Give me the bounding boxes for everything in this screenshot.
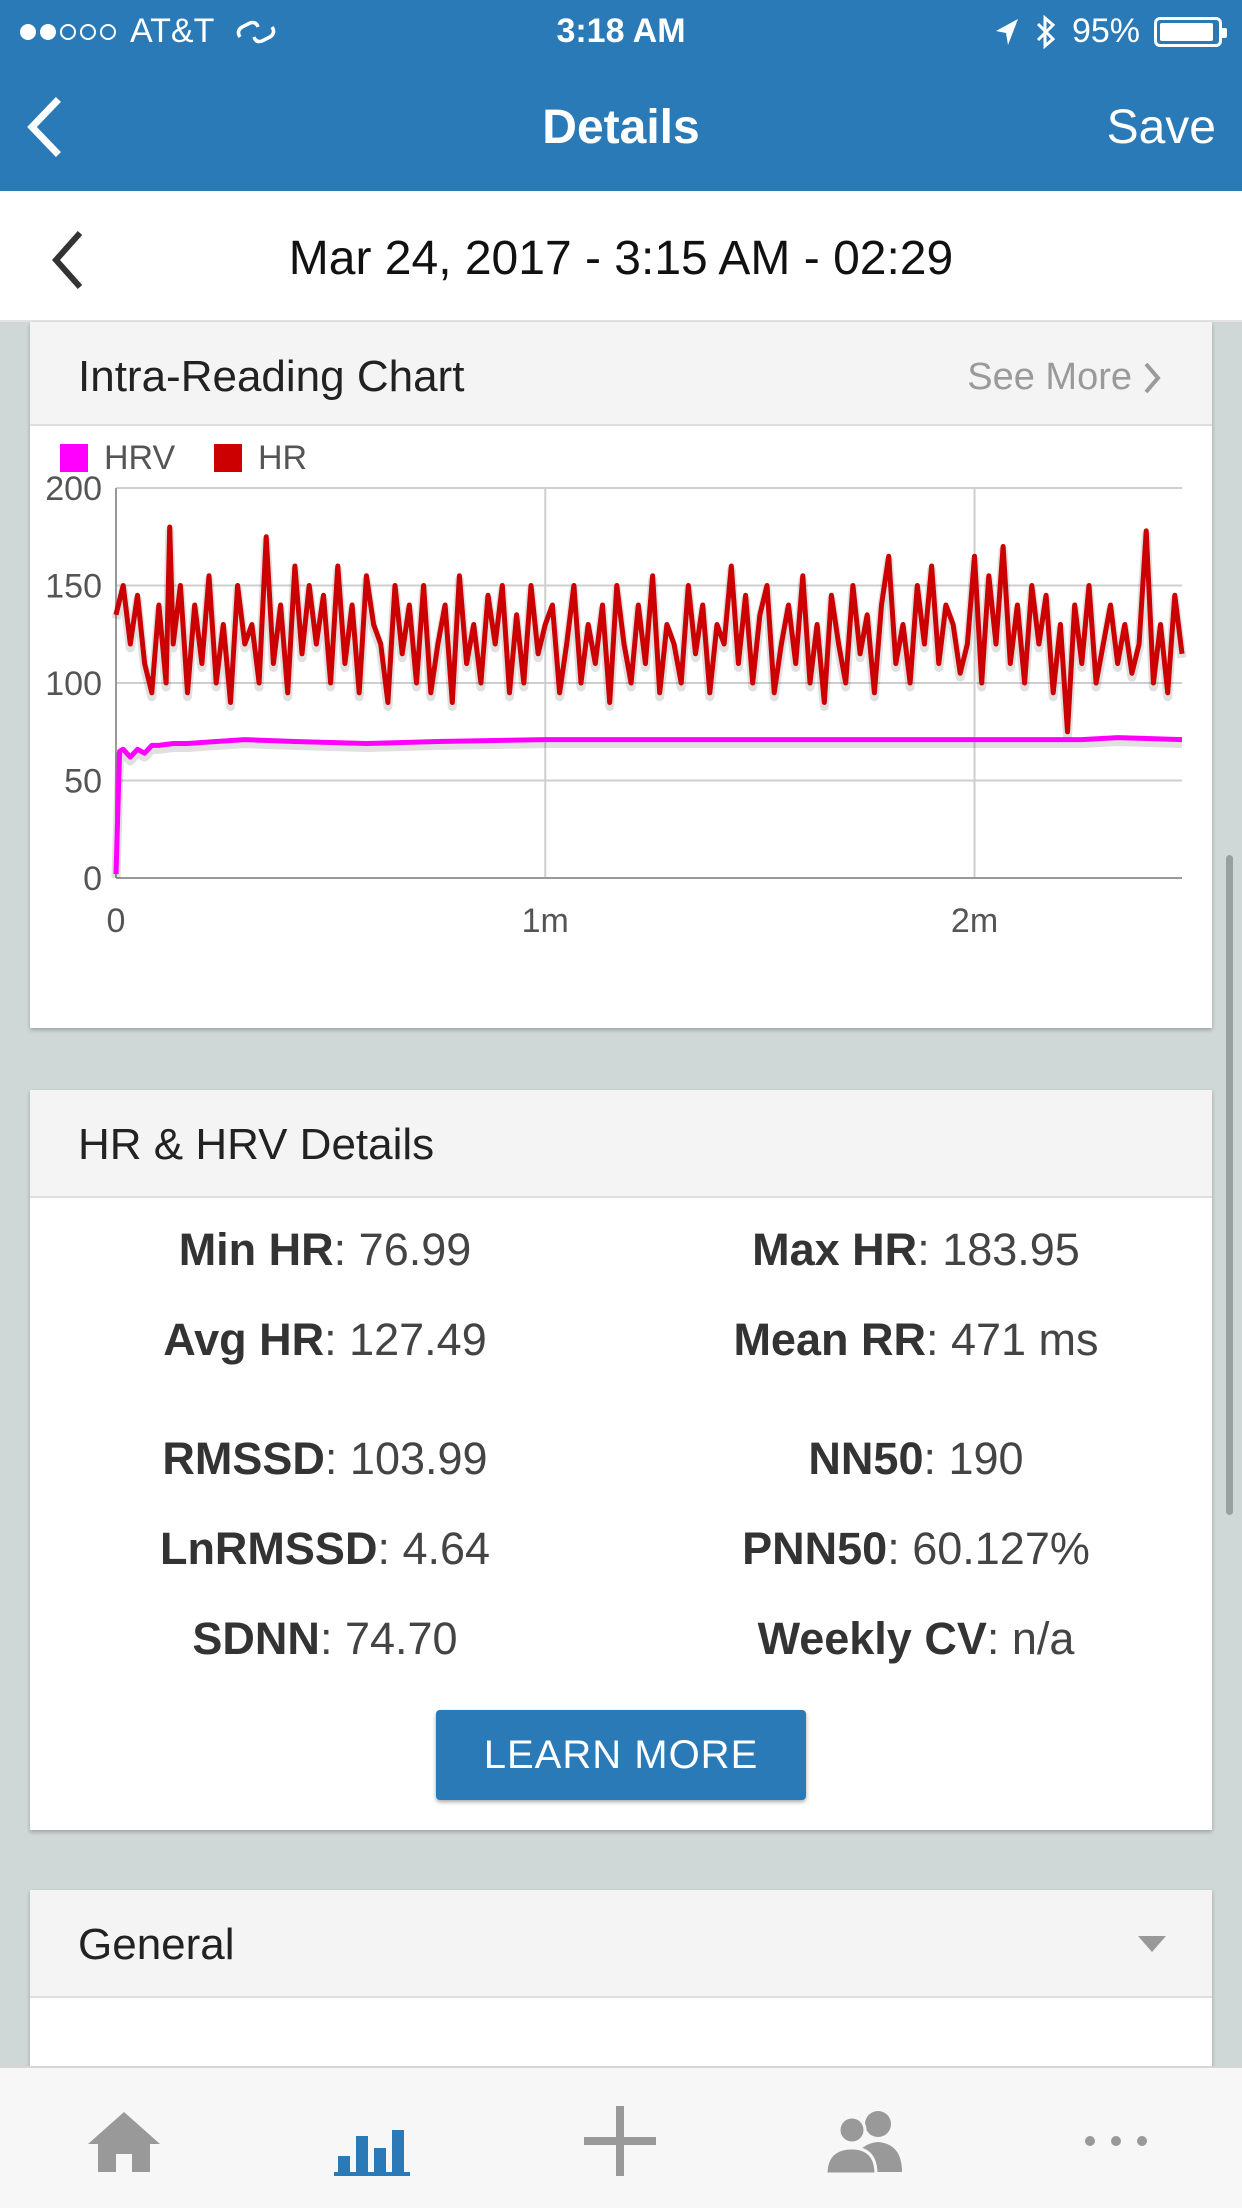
stat-label: SDNN — [192, 1613, 320, 1664]
intra-reading-chart-card: Intra-Reading Chart See More HRV HR 0 50 100… — [30, 322, 1212, 1028]
status-time: 3:18 AM — [556, 12, 686, 50]
stat-value: : 190 — [923, 1433, 1024, 1484]
stat-value: : 471 ms — [925, 1314, 1099, 1365]
stat-max-hr: Max HR: 183.95 — [620, 1224, 1212, 1276]
intra-reading-chart: HRV HR 0 50 100 150 200 0 1m 2m — [45, 439, 1187, 940]
stat-value: : 76.99 — [333, 1224, 472, 1275]
details-card-header: HR & HRV Details — [30, 1090, 1212, 1198]
reading-date-bar: Mar 24, 2017 - 3:15 AM - 02:29 — [0, 191, 1242, 322]
back-chevron-icon[interactable] — [18, 92, 78, 162]
scrollbar[interactable] — [1226, 855, 1233, 1515]
save-button[interactable]: Save — [1106, 101, 1216, 154]
page-title: Details — [542, 101, 700, 154]
tab-bar — [0, 2066, 1242, 2208]
reading-date: Mar 24, 2017 - 3:15 AM - 02:29 — [288, 232, 954, 285]
stat-value: : 127.49 — [324, 1314, 487, 1365]
general-card-title: General — [78, 1920, 235, 1969]
stat-avg-hr: Avg HR: 127.49 — [30, 1314, 620, 1366]
chart-card-header: Intra-Reading Chart See More — [30, 322, 1212, 426]
stat-label: Min HR — [178, 1224, 334, 1275]
learn-more-button[interactable]: LEARN MORE — [436, 1710, 806, 1800]
y-tick-label: 150 — [45, 568, 102, 606]
stat-label: PNN50 — [742, 1523, 888, 1574]
see-more-link[interactable]: See More — [967, 356, 1162, 399]
see-more-label: See More — [967, 356, 1132, 398]
series-shadow — [111, 737, 1183, 879]
y-tick-label: 100 — [45, 665, 102, 703]
dropdown-caret-icon — [1138, 1936, 1166, 1952]
x-tick-label: 1m — [522, 902, 569, 940]
link-icon — [237, 20, 276, 43]
chevron-right-icon — [1144, 362, 1161, 393]
battery-icon — [1154, 16, 1227, 47]
stat-value: : 4.64 — [377, 1523, 491, 1574]
stat-value: : 60.127% — [887, 1523, 1090, 1574]
nav-bar: Details Save — [0, 62, 1242, 191]
people-icon[interactable] — [818, 2106, 918, 2176]
stat-label: Avg HR — [163, 1314, 325, 1365]
battery-percent: 95% — [1071, 12, 1140, 50]
y-tick-label: 50 — [64, 763, 102, 801]
chart-card-title: Intra-Reading Chart — [78, 352, 465, 401]
stat-value: : 183.95 — [917, 1224, 1080, 1275]
stat-min-hr: Min HR: 76.99 — [30, 1224, 620, 1276]
series-line-hr — [113, 524, 1185, 735]
stat-value: : n/a — [986, 1613, 1075, 1664]
previous-reading-chevron-icon[interactable] — [44, 225, 94, 295]
details-card-title: HR & HRV Details — [78, 1120, 435, 1169]
stat-lnrmssd: LnRMSSD: 4.64 — [30, 1523, 620, 1575]
y-tick-label: 0 — [83, 860, 102, 898]
status-bar: AT&T 3:18 AM 95% — [0, 0, 1242, 62]
stat-rmssd: RMSSD: 103.99 — [30, 1433, 620, 1485]
stat-pnn50: PNN50: 60.127% — [620, 1523, 1212, 1575]
series-line-hrv — [113, 735, 1183, 875]
signal-strength-icon — [20, 23, 116, 40]
y-tick-label: 200 — [45, 470, 102, 508]
carrier-label: AT&T — [130, 12, 215, 50]
stat-label: Mean RR — [733, 1314, 926, 1365]
location-arrow-icon — [995, 18, 1018, 45]
stat-label: RMSSD — [162, 1433, 325, 1484]
stat-mean-rr: Mean RR: 471 ms — [620, 1314, 1212, 1366]
legend-label: HR — [258, 439, 307, 477]
stat-sdnn: SDNN: 74.70 — [30, 1613, 620, 1665]
x-tick-label: 2m — [951, 902, 998, 940]
stat-label: Weekly CV — [757, 1613, 987, 1664]
top-bar: AT&T 3:18 AM 95% Details Save — [0, 0, 1242, 191]
more-icon[interactable] — [1066, 2106, 1166, 2176]
general-card-header[interactable]: General — [30, 1890, 1212, 1998]
legend-label: HRV — [104, 439, 175, 477]
bluetooth-icon — [1036, 14, 1056, 49]
stat-label: LnRMSSD — [159, 1523, 378, 1574]
stat-label: NN50 — [808, 1433, 924, 1484]
stat-value: : 103.99 — [324, 1433, 488, 1484]
x-tick-label: 0 — [107, 902, 126, 940]
bar-chart-icon[interactable] — [322, 2106, 422, 2176]
stat-label: Max HR — [752, 1224, 918, 1275]
stat-nn50: NN50: 190 — [620, 1433, 1212, 1485]
stat-value: : 74.70 — [319, 1613, 458, 1664]
stat-weekly-cv: Weekly CV: n/a — [620, 1613, 1212, 1665]
plus-icon[interactable] — [570, 2106, 670, 2176]
home-icon[interactable] — [74, 2106, 174, 2176]
legend-swatch — [60, 444, 88, 472]
legend-swatch — [214, 444, 242, 472]
hr-hrv-details-card: HR & HRV Details Min HR: 76.99 Max HR: 1… — [30, 1090, 1212, 1830]
